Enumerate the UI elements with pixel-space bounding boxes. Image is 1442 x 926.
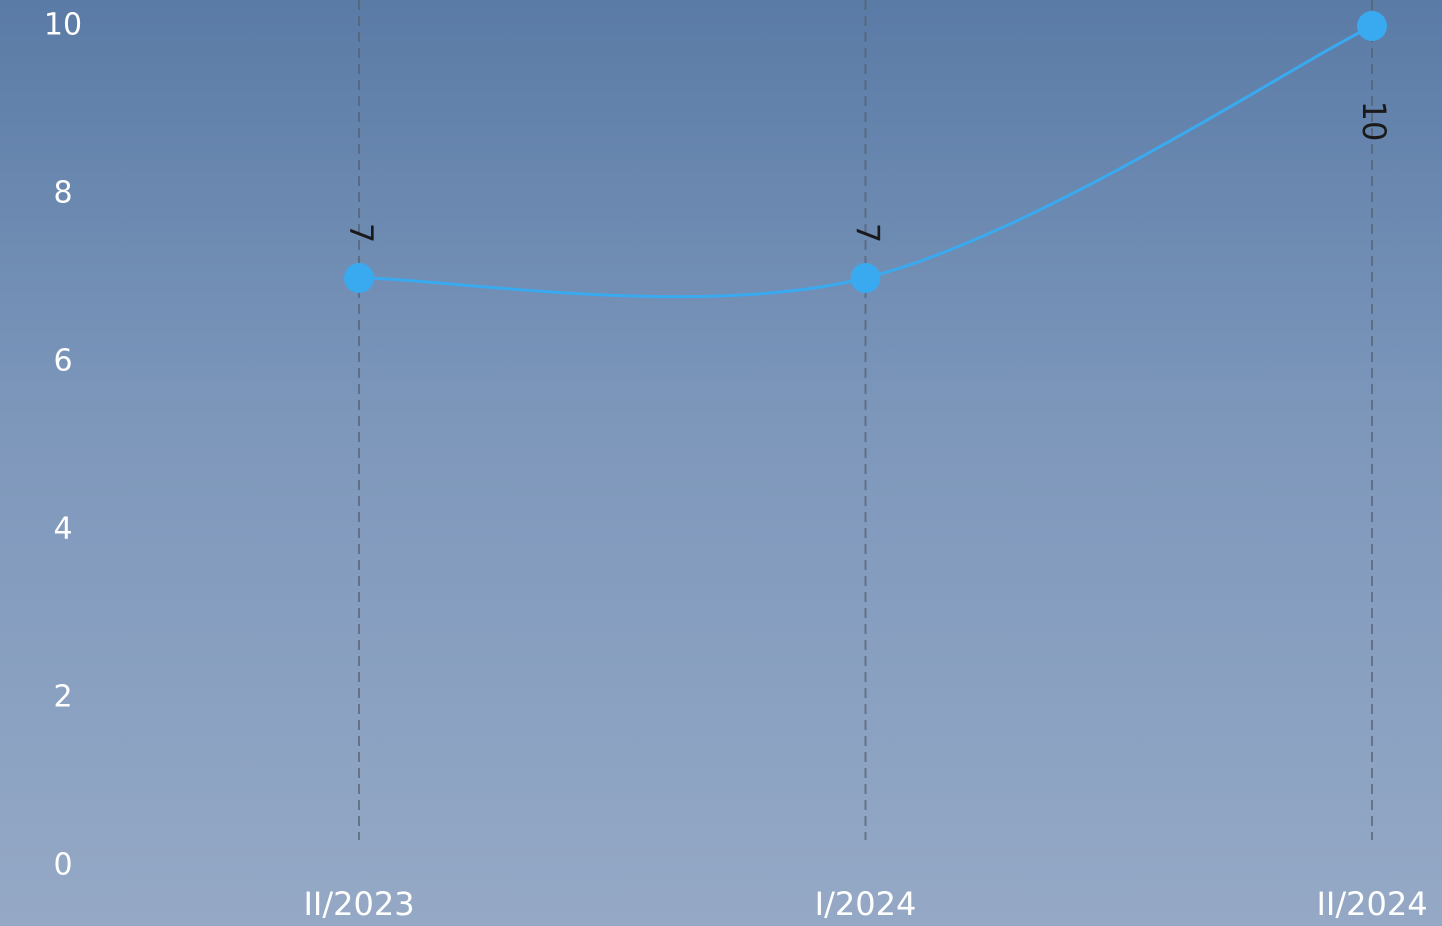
y-tick-label: 4 bbox=[53, 512, 72, 547]
y-tick-label: 0 bbox=[53, 848, 72, 883]
x-tick-label: II/2023 bbox=[303, 885, 414, 923]
value-label: 7 bbox=[342, 223, 380, 243]
value-label: 10 bbox=[1355, 101, 1393, 142]
y-tick-label: 10 bbox=[44, 8, 82, 43]
y-tick-label: 2 bbox=[53, 680, 72, 715]
value-label: 7 bbox=[849, 223, 887, 243]
point bbox=[344, 263, 374, 293]
point bbox=[850, 263, 881, 293]
point bbox=[1357, 11, 1387, 41]
y-tick-label: 8 bbox=[53, 176, 72, 211]
x-tick-label: I/2024 bbox=[815, 885, 917, 923]
x-tick-label: II/2024 bbox=[1316, 885, 1427, 923]
y-tick-label: 6 bbox=[53, 344, 72, 379]
